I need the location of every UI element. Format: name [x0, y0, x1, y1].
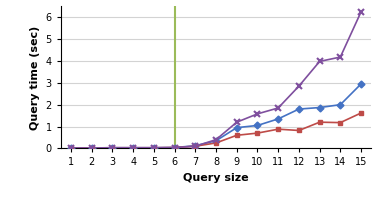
X-axis label: Query size: Query size — [183, 173, 249, 183]
Y-axis label: Query time (sec): Query time (sec) — [30, 25, 40, 130]
